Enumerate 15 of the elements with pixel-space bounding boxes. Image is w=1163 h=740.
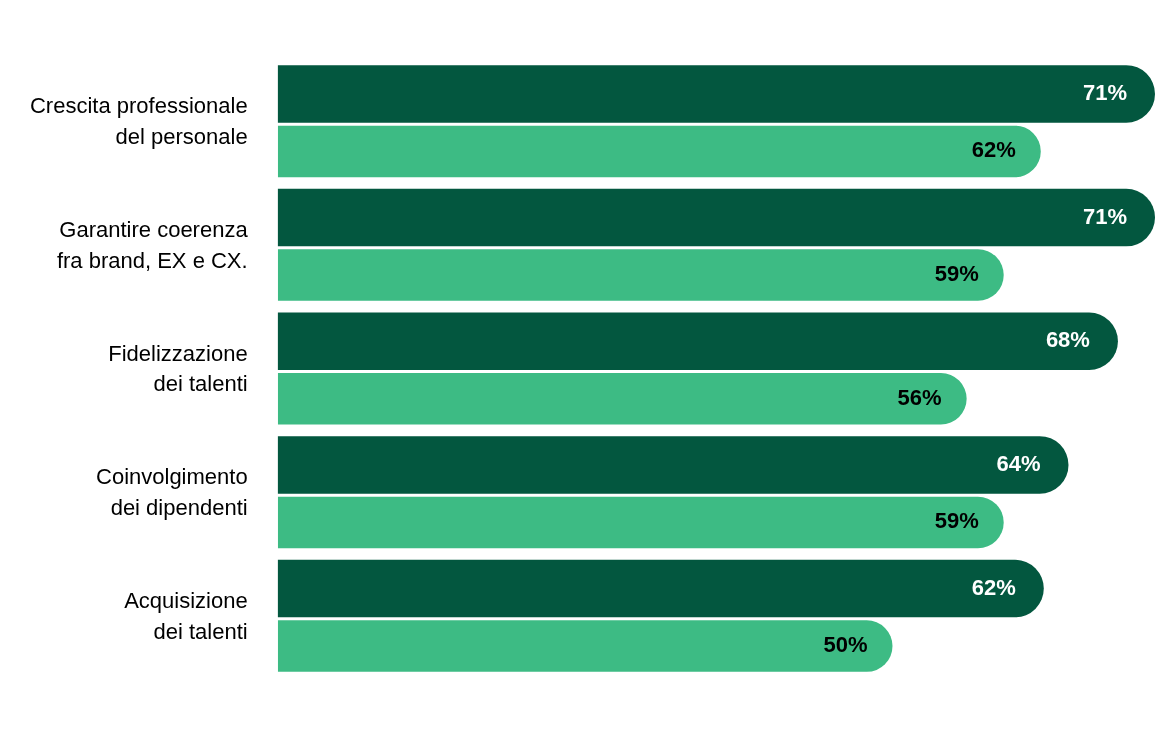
y-tick-label: Garantire coerenza fra brand, EX e CX. [56,216,249,273]
data-label: 71% [1082,203,1127,229]
data-label: 59% [934,261,979,287]
data-label: 50% [823,632,868,658]
y-tick-label: Coinvolgimento dei dipendenti [96,464,248,521]
data-label: 64% [996,450,1041,476]
y-tick-label: Fidelizzazione dei talenti [108,340,248,397]
data-label: 62% [971,574,1016,600]
data-label: 68% [1045,327,1090,353]
y-tick-label: Acquisizione dei talenti [124,588,248,644]
y-tick-label: Crescita professionale del personale [29,93,248,150]
data-label: 59% [934,508,979,534]
data-label: 71% [1082,79,1127,105]
data-label: 62% [971,137,1016,163]
data-label: 56% [897,384,942,410]
